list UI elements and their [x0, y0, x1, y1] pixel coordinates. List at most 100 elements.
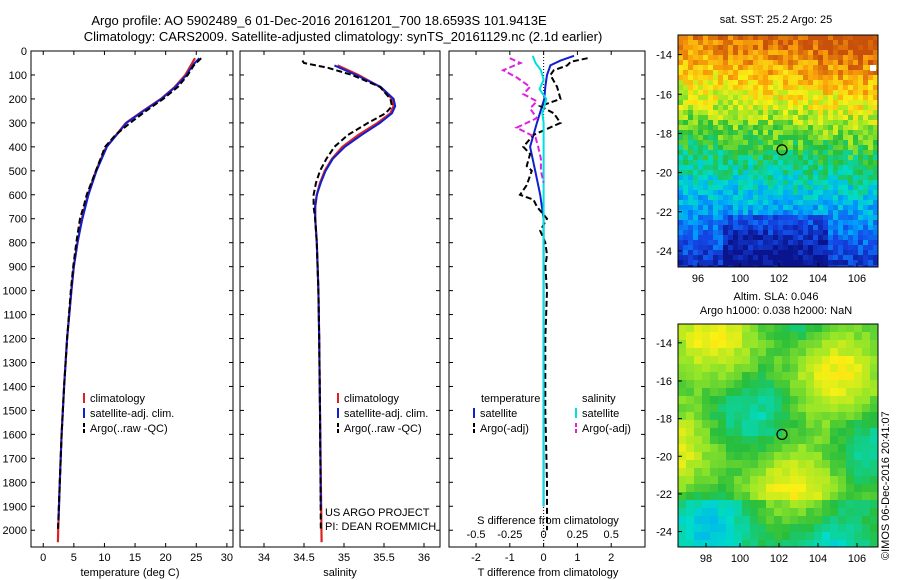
map-cell	[708, 155, 714, 161]
map-cell	[863, 75, 869, 81]
map-cell	[822, 468, 831, 477]
map-cell	[693, 150, 699, 156]
map-cell	[843, 45, 849, 51]
map-cell	[854, 348, 863, 357]
map-cell	[686, 332, 695, 341]
map-cell	[868, 235, 874, 241]
map-cell	[870, 372, 879, 381]
map-cell	[708, 75, 714, 81]
map-cell	[763, 220, 769, 226]
map-cell	[733, 260, 739, 266]
map-cell	[793, 55, 799, 61]
map-cell	[728, 115, 734, 121]
map-cell	[688, 170, 694, 176]
map-cell	[838, 165, 844, 171]
map-cell	[838, 452, 847, 461]
map-cell	[838, 428, 847, 437]
map-cell	[798, 105, 804, 111]
map-cell	[790, 348, 799, 357]
map-cell	[854, 420, 863, 429]
map-cell	[718, 150, 724, 156]
map-cell	[718, 95, 724, 101]
map-cell	[766, 508, 775, 517]
map-cell	[783, 140, 789, 146]
map-cell	[723, 90, 729, 96]
map-cell	[710, 500, 719, 509]
map-cell	[782, 516, 791, 525]
map-cell	[748, 260, 754, 266]
map-cell	[688, 195, 694, 201]
map-cell	[843, 265, 849, 268]
map-cell	[702, 428, 711, 437]
map-cell	[873, 55, 879, 61]
map-cell	[753, 240, 759, 246]
map-cell	[854, 500, 863, 509]
map-cell	[708, 90, 714, 96]
map-cell	[693, 210, 699, 216]
map-cell	[858, 180, 864, 186]
map-cell	[858, 95, 864, 101]
map-cell	[808, 215, 814, 221]
map-cell	[868, 155, 874, 161]
map-cell	[693, 95, 699, 101]
map-cell	[833, 185, 839, 191]
map-cell	[868, 75, 874, 81]
map-cell	[773, 245, 779, 251]
map-cell	[793, 215, 799, 221]
map-cell	[688, 35, 694, 41]
map-cell	[703, 240, 709, 246]
map-cell	[678, 150, 684, 156]
map-cell	[763, 130, 769, 136]
map-cell	[734, 516, 743, 525]
map-cell	[743, 75, 749, 81]
map-cell	[798, 140, 804, 146]
map-cell	[868, 125, 874, 131]
map-cell	[773, 45, 779, 51]
map-cell	[758, 200, 764, 206]
map-cell	[838, 210, 844, 216]
map-cell	[688, 185, 694, 191]
map-cell	[862, 372, 871, 381]
map-cell	[818, 235, 824, 241]
map-cell	[758, 396, 767, 405]
map-cell	[748, 205, 754, 211]
map-cell	[813, 235, 819, 241]
map-cell	[723, 155, 729, 161]
map-cell	[734, 404, 743, 413]
map-cell	[848, 240, 854, 246]
map-cell	[858, 140, 864, 146]
map-cell	[873, 230, 879, 236]
map-cell	[813, 210, 819, 216]
map-cell	[838, 100, 844, 106]
map-cell	[683, 125, 689, 131]
map-cell	[718, 324, 727, 333]
map-cell	[733, 90, 739, 96]
map-cell	[833, 150, 839, 156]
map-cell	[686, 532, 695, 541]
map-cell	[688, 50, 694, 56]
map-cell	[823, 100, 829, 106]
map-cell	[830, 452, 839, 461]
map-cell	[763, 195, 769, 201]
map-cell	[848, 55, 854, 61]
map-cell	[728, 65, 734, 71]
map-cell	[838, 444, 847, 453]
map-cell	[688, 155, 694, 161]
map-cell	[694, 516, 703, 525]
map-cell	[858, 215, 864, 221]
map-cell	[843, 70, 849, 76]
map-cell	[763, 75, 769, 81]
map-cell	[790, 452, 799, 461]
map-cell	[708, 70, 714, 76]
map-cell	[708, 225, 714, 231]
map-cell	[873, 90, 879, 96]
map-cell	[702, 476, 711, 485]
map-cell	[798, 75, 804, 81]
map-x-tick-label: 100	[731, 553, 749, 565]
map-cell	[803, 140, 809, 146]
map-cell	[790, 396, 799, 405]
map-cell	[726, 332, 735, 341]
map-cell	[803, 70, 809, 76]
map-cell	[738, 145, 744, 151]
map-cell	[773, 265, 779, 268]
